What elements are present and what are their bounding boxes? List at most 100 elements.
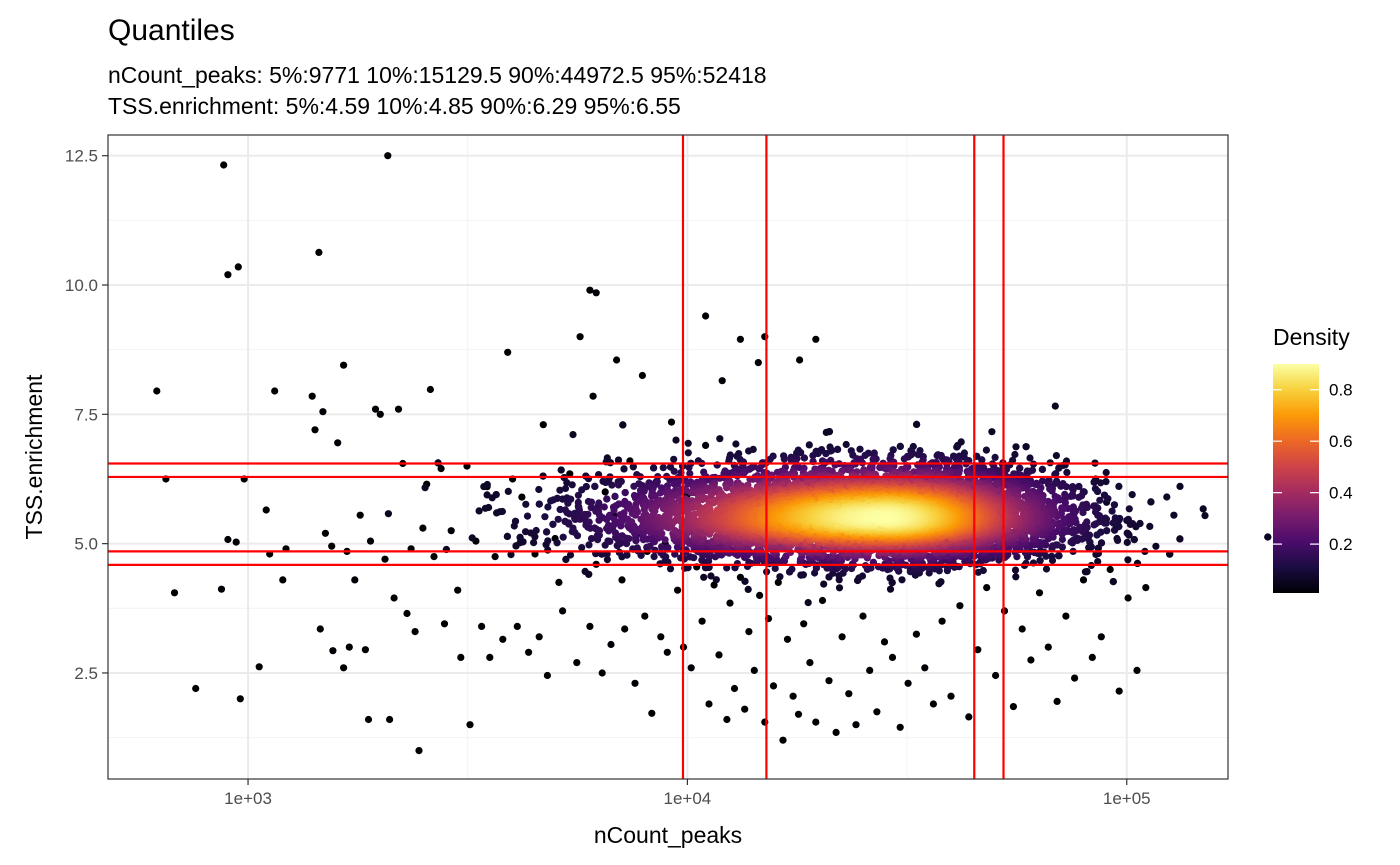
data-point <box>921 664 929 672</box>
density-point <box>507 551 515 559</box>
density-point <box>646 542 654 550</box>
data-point <box>1027 656 1035 664</box>
density-point <box>822 450 830 458</box>
density-point <box>1038 465 1046 473</box>
data-point <box>1097 633 1105 641</box>
density-point <box>771 564 779 573</box>
density-point <box>503 532 511 541</box>
data-point <box>1044 643 1052 651</box>
data-point <box>437 465 445 473</box>
density-point <box>1026 454 1034 462</box>
density-point <box>541 513 549 521</box>
density-point <box>684 439 692 447</box>
density-point <box>672 436 680 444</box>
density-point <box>1108 507 1116 515</box>
density-point <box>809 452 817 460</box>
density-point <box>685 463 693 471</box>
data-point <box>535 633 543 641</box>
density-point <box>704 476 712 484</box>
data-point <box>621 625 629 633</box>
density-point <box>1048 552 1056 560</box>
density-point <box>889 446 897 454</box>
grid <box>108 135 1228 779</box>
density-point <box>979 566 987 575</box>
density-point <box>820 580 828 588</box>
density-point <box>1063 468 1071 476</box>
density-point <box>1124 515 1132 524</box>
density-point <box>621 489 629 497</box>
density-point <box>1038 477 1047 485</box>
data-point <box>224 535 232 544</box>
density-point <box>867 564 875 572</box>
density-point <box>618 532 626 540</box>
data-point <box>386 715 394 724</box>
density-point <box>602 478 610 486</box>
data-point <box>812 335 820 343</box>
density-point <box>1011 566 1020 574</box>
data-point <box>394 405 403 413</box>
data-point <box>447 527 455 535</box>
data-point <box>232 538 240 546</box>
density-point <box>610 506 618 514</box>
density-point <box>686 553 694 561</box>
data-point <box>592 289 600 297</box>
density-point <box>1042 565 1051 573</box>
density-point <box>585 518 593 526</box>
data-point <box>345 643 353 651</box>
density-point <box>578 486 586 494</box>
density-point <box>544 503 552 511</box>
data-point <box>698 617 706 625</box>
density-point <box>488 494 496 502</box>
density-point <box>842 440 850 449</box>
density-point <box>716 435 724 443</box>
density-point <box>1079 508 1087 517</box>
density-point <box>896 442 904 450</box>
data-point <box>896 723 904 731</box>
density-point <box>937 578 945 586</box>
density-point <box>504 487 512 495</box>
data-point <box>818 596 827 605</box>
density-point <box>1081 521 1089 529</box>
density-point <box>421 484 429 492</box>
data-point <box>601 488 609 496</box>
density-point <box>1090 502 1098 510</box>
data-point <box>340 361 348 369</box>
density-point <box>673 543 682 551</box>
data-point <box>364 715 373 724</box>
density-point <box>898 576 906 584</box>
density-point <box>468 534 476 542</box>
density-point <box>611 492 619 500</box>
density-point <box>1081 568 1089 576</box>
data-point <box>783 635 792 643</box>
data-point <box>478 622 486 631</box>
density-point <box>1104 495 1112 503</box>
data-point <box>859 612 867 620</box>
data-point <box>741 705 749 713</box>
density-point <box>553 494 561 502</box>
data-point <box>430 553 438 561</box>
density-point <box>1051 402 1059 410</box>
density-point <box>900 455 908 463</box>
density-point <box>804 599 812 607</box>
data-point <box>308 392 316 400</box>
data-point <box>789 692 797 700</box>
data-point <box>873 708 881 716</box>
density-point <box>600 503 608 511</box>
data-point <box>170 589 179 597</box>
data-point <box>838 633 846 641</box>
data-point <box>340 664 348 672</box>
density-point <box>776 573 784 581</box>
data-point <box>687 664 695 672</box>
density-point <box>723 564 731 572</box>
density-point <box>614 481 623 489</box>
data-point <box>641 612 649 620</box>
density-point <box>1057 482 1065 490</box>
data-point <box>796 356 804 364</box>
data-point <box>271 387 279 395</box>
data-point <box>774 578 782 587</box>
density-point <box>799 571 807 579</box>
density-point <box>1199 505 1207 513</box>
density-point <box>1152 542 1160 550</box>
density-point <box>700 573 708 581</box>
